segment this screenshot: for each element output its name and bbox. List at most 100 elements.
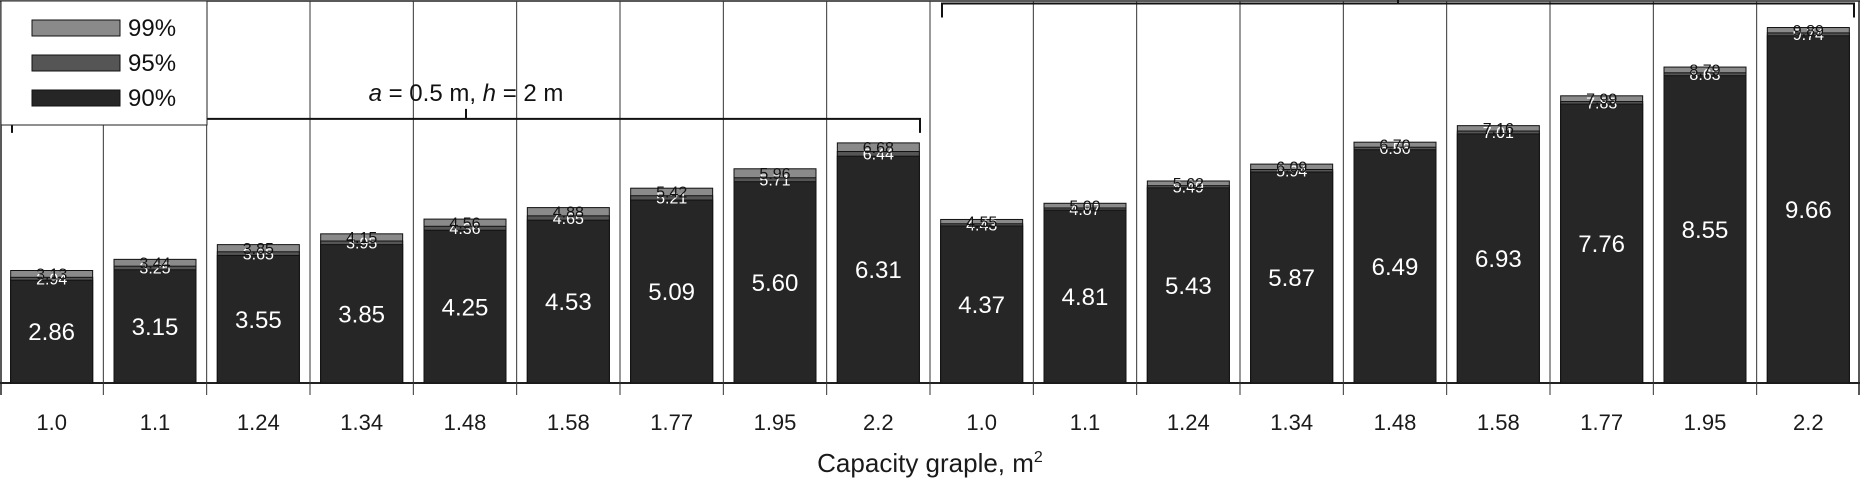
data-label: 3.44: [139, 256, 170, 273]
x-tick-label: 1.77: [650, 410, 693, 435]
data-label: 4.15: [346, 230, 377, 247]
data-label: 7.83: [1586, 96, 1617, 113]
x-tick-label: 1.24: [237, 410, 280, 435]
data-label: 5.96: [759, 166, 790, 183]
x-tick-label: 1.0: [36, 410, 67, 435]
bar-90pct: [113, 269, 197, 384]
data-label: 3.13: [36, 267, 67, 284]
x-tick-labels: 1.0 1.1 1.24 1.34 1.48 1.58 1.77 1.95 2.2 1.0 1.1 1…: [36, 410, 1823, 435]
bar-90pct: [733, 181, 817, 384]
data-label: 4.56: [449, 215, 480, 232]
bar-90pct: [1250, 171, 1334, 384]
data-label: 5.21: [656, 191, 687, 208]
data-label: 4.37: [958, 292, 1005, 319]
data-labels: 2.862.943.133.153.253.443.553.653.853.85…: [28, 23, 1831, 346]
data-label: 4.53: [545, 289, 592, 316]
x-tick-label: 1.1: [140, 410, 171, 435]
bar-90pct: [1663, 75, 1747, 384]
data-label: 6.56: [1379, 141, 1410, 158]
x-tick-label: 1.34: [1270, 410, 1313, 435]
group-bracket-2: [941, 2, 1855, 18]
x-tick-label: 1.48: [444, 410, 487, 435]
data-label: 6.68: [863, 140, 894, 157]
bar-90pct: [10, 279, 94, 384]
data-label: 4.36: [449, 221, 480, 238]
bar-90pct: [1353, 149, 1437, 384]
group-brackets: a = 0.5 m, h = 2 ma = 1.5 m, h = 0.5 m: [11, 0, 1855, 133]
data-label: 2.94: [36, 272, 67, 289]
x-tick-label: 2.2: [863, 410, 894, 435]
data-label: 6.70: [1379, 137, 1410, 154]
bar-90pct: [216, 254, 300, 384]
data-label: 5.43: [1165, 273, 1212, 300]
group-label-a: a: [369, 80, 382, 107]
data-label: 7.99: [1586, 91, 1617, 108]
data-label: 3.55: [235, 307, 282, 334]
data-label: 2.86: [28, 319, 75, 346]
data-label: 4.81: [1062, 284, 1109, 311]
x-tick-label: 1.77: [1580, 410, 1623, 435]
data-label: 4.25: [442, 294, 489, 321]
bar-90pct: [1456, 133, 1540, 384]
data-label: 5.42: [656, 185, 687, 202]
bar-90pct: [1043, 209, 1127, 384]
x-tick-label: 1.0: [966, 410, 997, 435]
data-label: 3.15: [132, 314, 179, 341]
data-label: 7.16: [1483, 121, 1514, 138]
data-label: 3.65: [243, 246, 274, 263]
legend-swatch: [31, 89, 121, 107]
data-label: 5.87: [1268, 265, 1315, 292]
bar-90pct: [630, 199, 714, 384]
data-label: 6.31: [855, 257, 902, 284]
bar-90pct: [423, 229, 507, 384]
data-label: 4.88: [553, 204, 584, 221]
bar-90pct: [940, 225, 1024, 384]
group-label-a-value: = 0.5 m,: [382, 80, 483, 107]
x-tick-label: 1.58: [1477, 410, 1520, 435]
data-label: 6.93: [1475, 246, 1522, 273]
x-tick-label: 1.34: [340, 410, 383, 435]
grid-lines: [0, 0, 1860, 395]
x-axis-title-superscript: 2: [1034, 449, 1043, 466]
bar-90pct: [1146, 187, 1230, 384]
data-label: 7.01: [1483, 125, 1514, 142]
data-label: 3.85: [243, 241, 274, 258]
data-label: 5.94: [1276, 164, 1307, 181]
x-tick-label: 1.48: [1374, 410, 1417, 435]
data-label: 5.71: [759, 173, 790, 190]
data-label: 5.09: [648, 279, 695, 306]
data-label: 7.76: [1578, 231, 1625, 258]
bar-90pct: [1560, 103, 1644, 384]
data-label: 5.49: [1173, 180, 1204, 197]
data-label: 6.44: [863, 147, 894, 164]
data-label: 6.09: [1276, 160, 1307, 177]
bar-90pct: [836, 155, 920, 384]
bar-90pct: [526, 219, 610, 384]
data-label: 4.43: [966, 218, 997, 235]
bar-90pct: [1766, 35, 1850, 384]
data-label: 9.89: [1793, 23, 1824, 40]
data-label: 5.00: [1069, 198, 1100, 215]
x-tick-label: 1.24: [1167, 410, 1210, 435]
legend-swatch: [31, 19, 121, 37]
x-tick-label: 1.1: [1070, 410, 1101, 435]
bar-90pct: [320, 244, 404, 384]
x-axis-title: Capacity graple, m2: [817, 448, 1043, 478]
x-tick-label: 2.2: [1793, 410, 1824, 435]
data-label: 9.74: [1793, 27, 1824, 44]
x-tick-label: 1.95: [1684, 410, 1727, 435]
data-label: 8.63: [1689, 67, 1720, 84]
data-label: 3.85: [338, 301, 385, 328]
group-label: a = 0.5 m, h = 2 m: [369, 80, 564, 107]
x-tick-label: 1.95: [754, 410, 797, 435]
bars: [10, 27, 1850, 384]
group-label-h: h: [483, 80, 496, 107]
data-label: 5.60: [752, 270, 799, 297]
data-label: 8.79: [1689, 63, 1720, 80]
data-label: 3.95: [346, 236, 377, 253]
legend-label: 99%: [128, 15, 176, 42]
legend: 99% 95% 90%: [0, 0, 208, 126]
data-label: 6.49: [1372, 254, 1419, 281]
x-tick-label: 1.58: [547, 410, 590, 435]
